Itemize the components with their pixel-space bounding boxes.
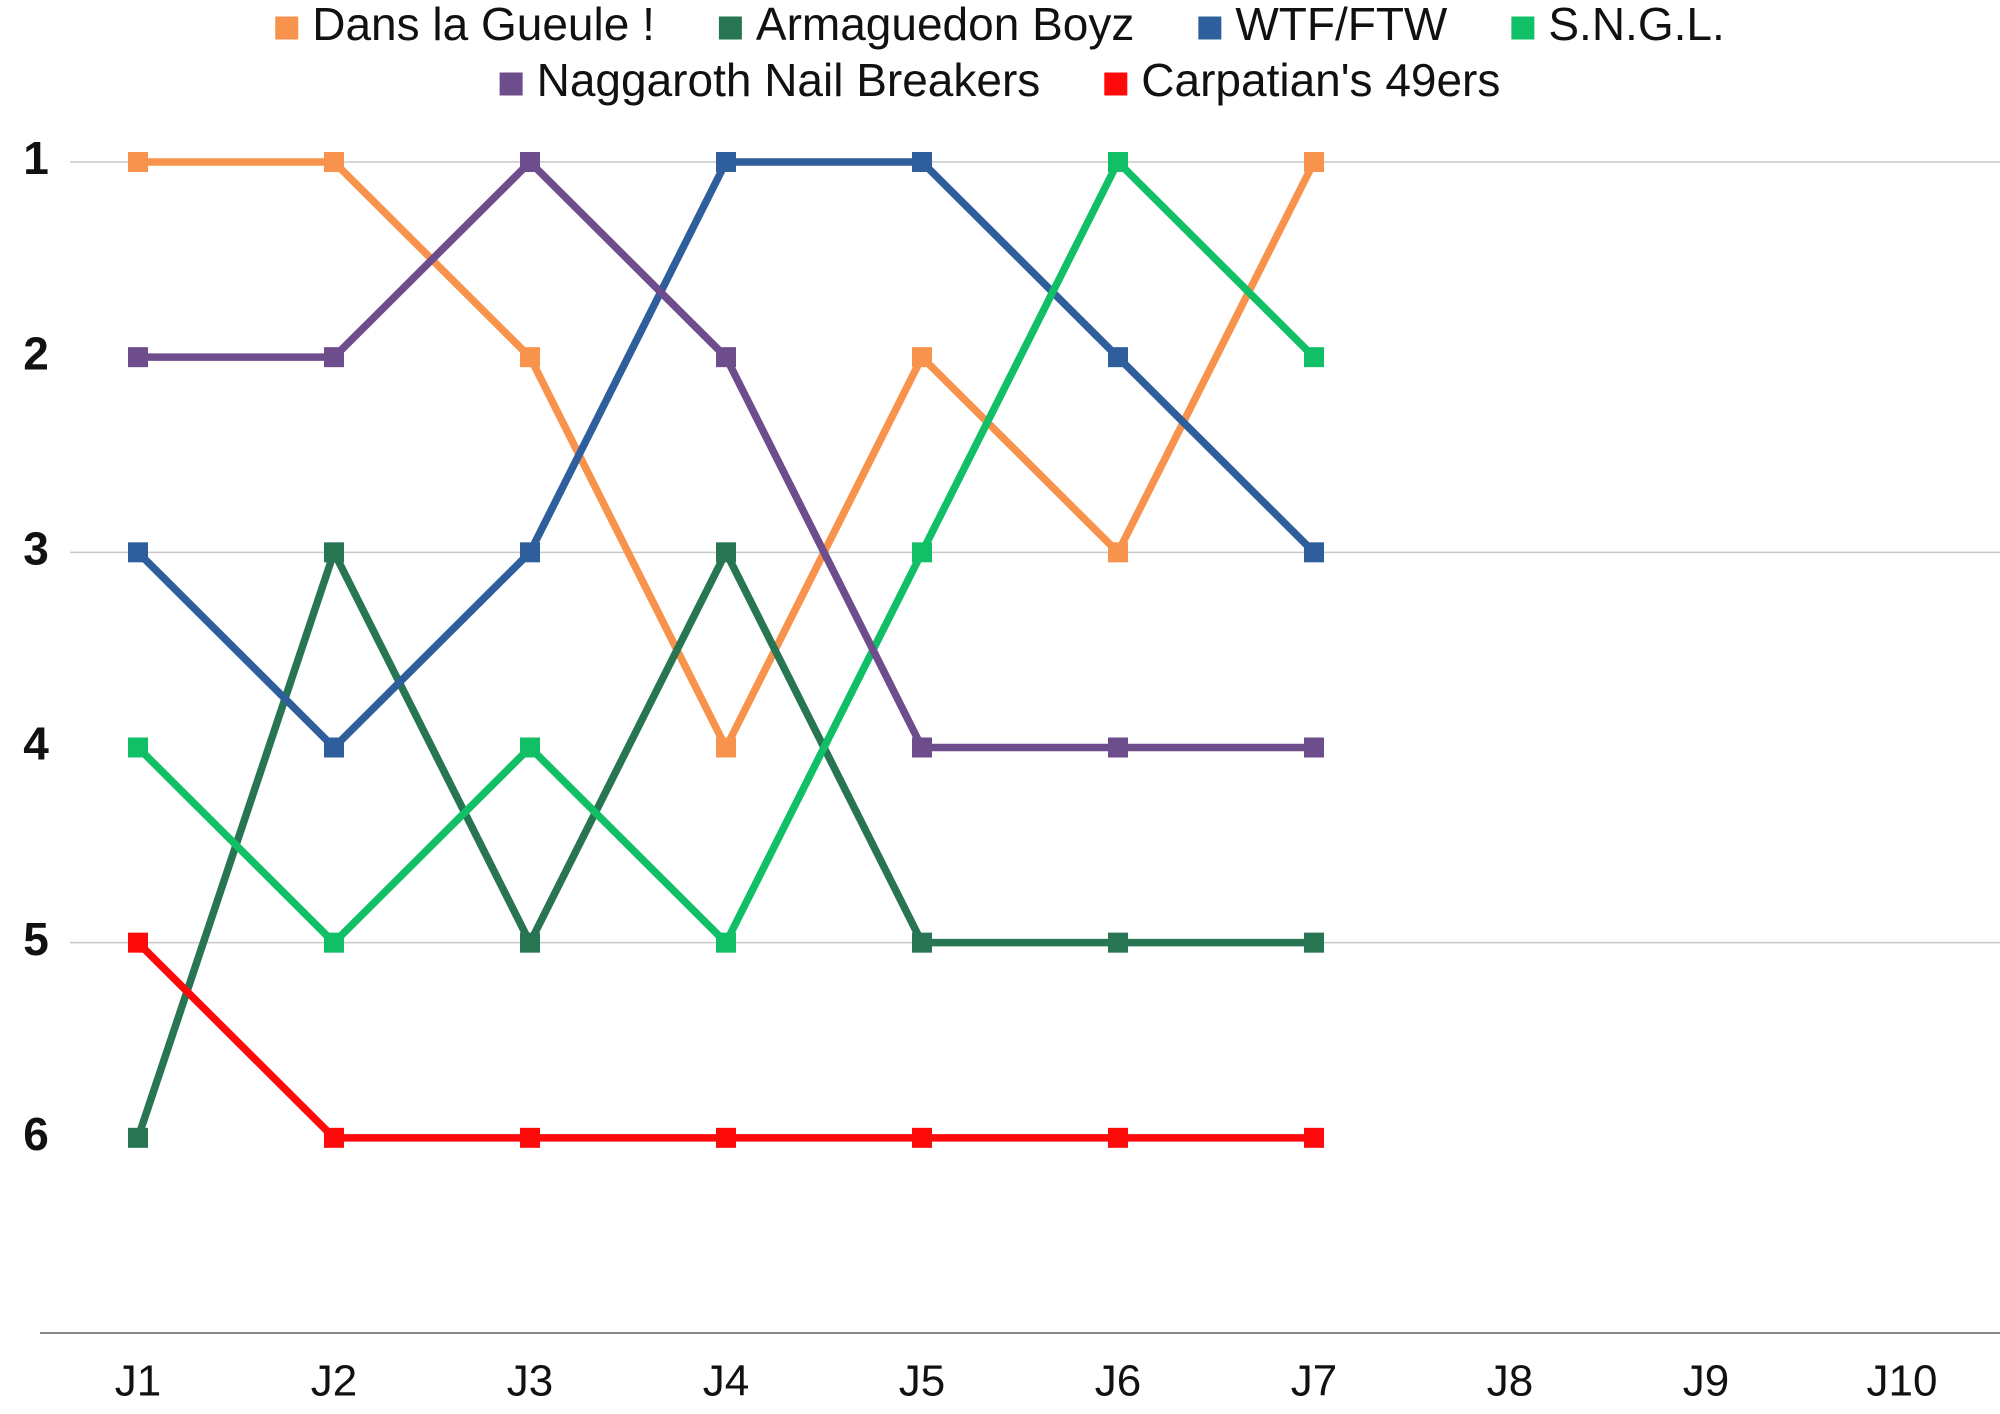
point-marker bbox=[520, 737, 540, 758]
point-marker bbox=[1108, 1127, 1128, 1148]
point-marker bbox=[1304, 152, 1324, 172]
point-marker bbox=[716, 542, 736, 563]
point-marker bbox=[324, 932, 344, 953]
legend-marker bbox=[1198, 16, 1222, 40]
point-marker bbox=[1108, 932, 1128, 953]
point-marker bbox=[324, 737, 344, 758]
legend-marker bbox=[275, 16, 299, 40]
point-marker bbox=[912, 1127, 932, 1148]
legend-row: Naggaroth Nail Breakers Carpatian's 49ers bbox=[499, 54, 1500, 106]
legend-label: Armaguedon Boyz bbox=[756, 0, 1134, 50]
legend-label: Naggaroth Nail Breakers bbox=[537, 54, 1041, 106]
series-line bbox=[135, 158, 1317, 752]
y-tick-label: 1 bbox=[23, 132, 49, 184]
point-marker bbox=[1108, 152, 1128, 172]
point-marker bbox=[912, 737, 932, 758]
series-line bbox=[134, 548, 1314, 1140]
y-tick-label: 5 bbox=[23, 913, 49, 965]
point-marker bbox=[716, 152, 736, 172]
legend-marker bbox=[1511, 16, 1535, 40]
legend-marker bbox=[1104, 72, 1128, 96]
x-tick-label: J7 bbox=[1291, 1357, 1337, 1406]
legend-label: WTF/FTW bbox=[1235, 0, 1448, 50]
point-marker bbox=[128, 347, 148, 368]
x-tick-label: J3 bbox=[507, 1357, 553, 1406]
point-marker bbox=[1108, 737, 1128, 758]
point-marker bbox=[1108, 347, 1128, 368]
series-line bbox=[138, 158, 1314, 752]
y-tick-label: 2 bbox=[23, 327, 49, 379]
point-marker bbox=[912, 152, 932, 172]
point-marker bbox=[912, 932, 932, 953]
series-line bbox=[135, 940, 1314, 1142]
x-tick-label: J4 bbox=[703, 1357, 749, 1406]
legend-label: Carpatian's 49ers bbox=[1141, 54, 1500, 106]
legend-row: Dans la Gueule ! Armaguedon Boyz WTF/FTW S.… bbox=[275, 0, 1725, 50]
y-tick-label: 3 bbox=[23, 522, 49, 574]
y-tick-label: 6 bbox=[23, 1108, 49, 1160]
legend-label: S.N.G.L. bbox=[1548, 0, 1724, 50]
legend-label: Dans la Gueule ! bbox=[312, 0, 655, 50]
x-tick-label: J9 bbox=[1683, 1357, 1729, 1406]
point-marker bbox=[520, 152, 540, 172]
point-marker bbox=[520, 1127, 540, 1148]
x-tick-label: J5 bbox=[899, 1357, 945, 1406]
point-marker bbox=[324, 152, 344, 172]
legend-marker bbox=[499, 72, 523, 96]
y-tick-label: 4 bbox=[23, 718, 49, 770]
point-marker bbox=[1108, 542, 1128, 563]
point-marker bbox=[128, 932, 148, 953]
x-tick-label: J8 bbox=[1487, 1357, 1533, 1406]
point-marker bbox=[716, 932, 736, 953]
point-marker bbox=[716, 737, 736, 758]
x-tick-label: J1 bbox=[115, 1357, 161, 1406]
point-marker bbox=[1304, 1127, 1324, 1148]
x-tick-label: J2 bbox=[311, 1357, 357, 1406]
point-marker bbox=[324, 347, 344, 368]
point-marker bbox=[1304, 347, 1324, 368]
point-marker bbox=[1304, 737, 1324, 758]
x-tick-label: J6 bbox=[1095, 1357, 1141, 1406]
series-line bbox=[138, 158, 1318, 752]
point-marker bbox=[324, 1127, 344, 1148]
point-marker bbox=[520, 542, 540, 563]
point-marker bbox=[1304, 542, 1324, 563]
point-marker bbox=[520, 347, 540, 368]
point-marker bbox=[912, 347, 932, 368]
point-marker bbox=[128, 152, 148, 172]
point-marker bbox=[128, 737, 148, 758]
point-marker bbox=[1304, 932, 1324, 953]
legend-marker bbox=[718, 16, 742, 40]
point-marker bbox=[912, 542, 932, 563]
point-marker bbox=[128, 542, 148, 563]
point-marker bbox=[324, 542, 344, 563]
x-tick-label: J10 bbox=[1867, 1357, 1938, 1406]
point-marker bbox=[716, 1127, 736, 1148]
point-marker bbox=[520, 932, 540, 953]
point-marker bbox=[716, 347, 736, 368]
point-marker bbox=[128, 1127, 148, 1148]
